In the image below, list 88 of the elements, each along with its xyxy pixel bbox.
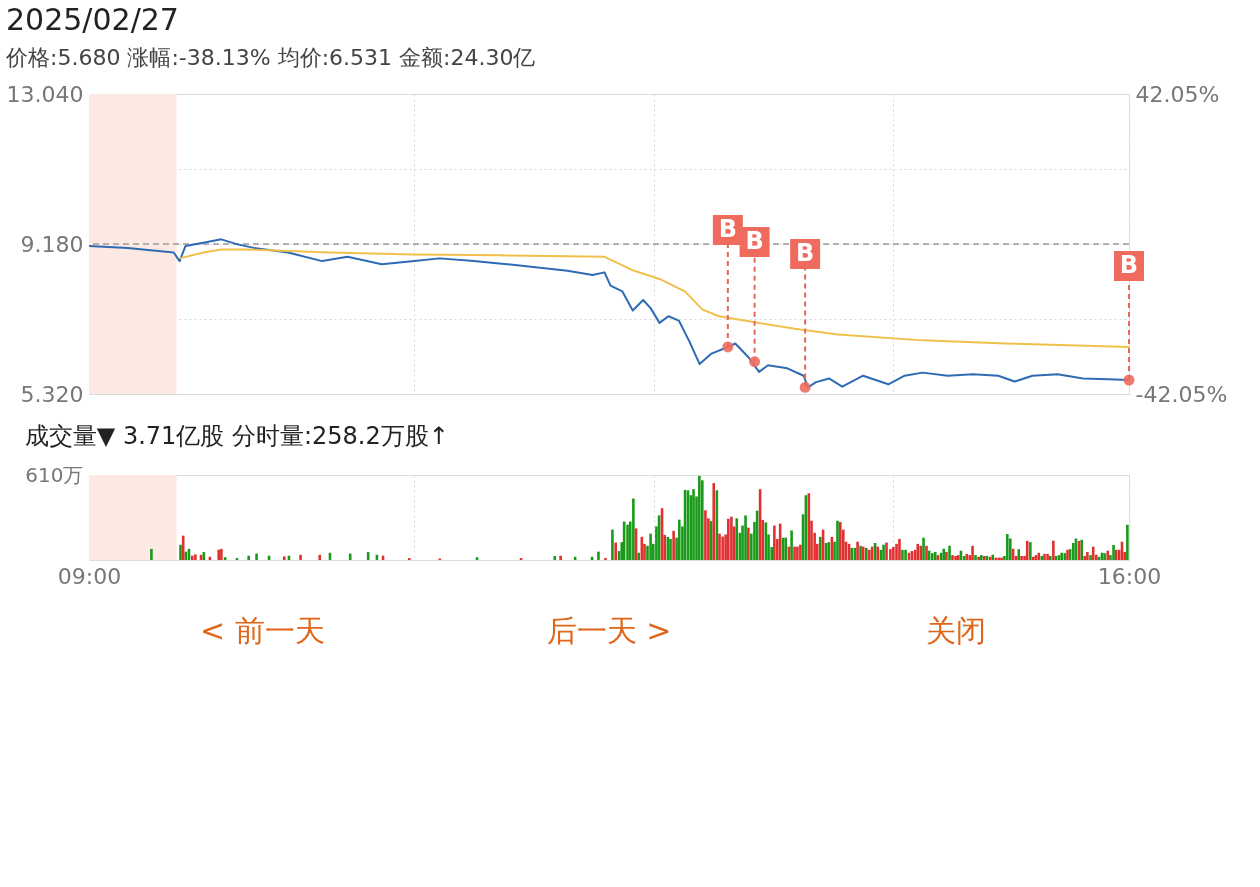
bar [255, 553, 258, 560]
bar [818, 536, 822, 560]
chart-subtitle: 价格:5.680 涨幅:-38.13% 均价:6.531 金额:24.30亿 [5, 45, 536, 70]
bar [954, 555, 957, 560]
y-tick-label: 9.180 [20, 231, 84, 257]
bar [597, 551, 600, 560]
bar [895, 543, 898, 560]
bar [190, 555, 194, 560]
bar [919, 545, 922, 560]
bar [299, 554, 302, 560]
bar [799, 544, 802, 560]
chart-title: 2025/02/27 [6, 2, 179, 37]
bar [892, 547, 895, 560]
y2-tick-label: -42.05% [1135, 381, 1228, 407]
bar [956, 555, 960, 560]
bar [1112, 545, 1115, 560]
bar [1029, 542, 1032, 560]
bar [1086, 551, 1089, 560]
bar [1106, 550, 1110, 560]
bar [951, 555, 954, 560]
bar [637, 552, 641, 560]
bar [1006, 534, 1009, 560]
bar [701, 480, 704, 560]
bar [220, 548, 223, 560]
bar [796, 546, 799, 560]
bar [971, 545, 974, 560]
bar [559, 555, 562, 560]
bar [901, 549, 904, 560]
bar [553, 555, 557, 560]
bar [916, 543, 920, 560]
bar [649, 533, 652, 560]
bar [773, 525, 776, 560]
bar [672, 530, 675, 560]
bar [744, 515, 747, 560]
bar [194, 554, 197, 560]
bar [677, 519, 681, 560]
y-tick-label: 610万 [25, 462, 84, 487]
bar [1017, 549, 1021, 560]
bar [1089, 555, 1092, 560]
bar [721, 536, 724, 560]
bar [698, 475, 701, 560]
bar [318, 554, 322, 560]
bar [925, 545, 928, 560]
bar [793, 546, 796, 560]
bar [730, 516, 733, 560]
bar [948, 545, 951, 560]
bar [1020, 555, 1023, 560]
chart-title: 成交量▼ 3.71亿股 分时量:258.2万股↑ [24, 422, 449, 450]
bar [217, 549, 220, 560]
bar [718, 533, 721, 560]
bar [626, 524, 629, 560]
bar [692, 489, 695, 560]
annotation: B [795, 239, 815, 267]
bar [904, 549, 907, 560]
bar [150, 548, 153, 560]
bar [179, 544, 182, 560]
text: 后一天 > [546, 613, 672, 648]
text: 关闭 [925, 613, 986, 648]
bar [247, 555, 251, 560]
bar [747, 527, 750, 560]
text: < 前一天 [199, 613, 325, 648]
bar [727, 518, 730, 560]
y2-tick-label: 42.05% [1135, 81, 1220, 107]
annotation: B [745, 227, 764, 255]
bar [790, 530, 793, 560]
bar [922, 537, 925, 560]
y-tick-label: 5.320 [20, 381, 84, 407]
bar [712, 483, 716, 560]
bar [611, 529, 614, 560]
bar [632, 498, 635, 560]
bar [1071, 543, 1075, 560]
annotation: B [1119, 251, 1139, 279]
bar [614, 542, 617, 560]
bar [898, 538, 901, 560]
bar [704, 510, 707, 560]
annotation: B [718, 215, 738, 243]
bar [1008, 538, 1012, 560]
y-tick-label: 13.040 [6, 81, 84, 107]
bar [1126, 524, 1129, 560]
bar [282, 556, 286, 560]
bar [933, 551, 937, 560]
bar [856, 541, 859, 560]
x-tick-label: 09:00 [57, 563, 122, 589]
bar [1083, 555, 1087, 560]
x-tick-label: 16:00 [1097, 563, 1162, 589]
bar [735, 518, 739, 560]
bar [1052, 540, 1055, 560]
bar [1025, 540, 1029, 560]
